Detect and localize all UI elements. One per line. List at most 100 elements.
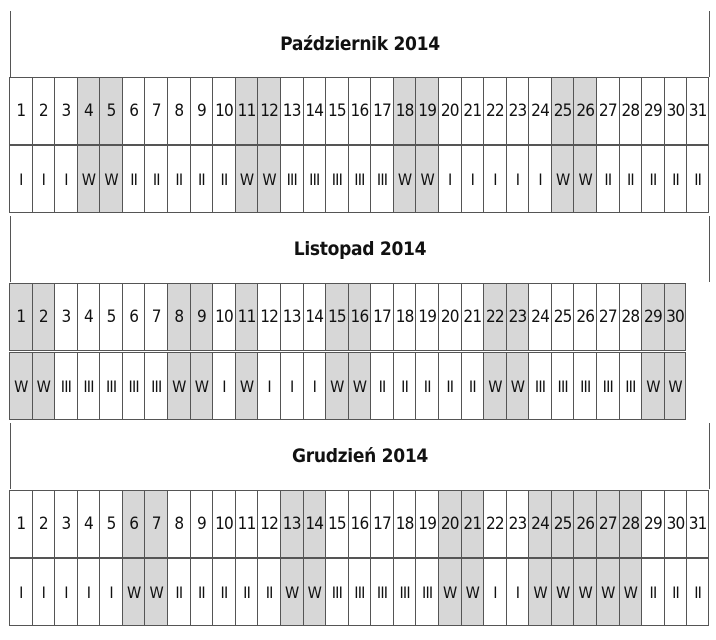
day-number-cell: 4 [76,284,100,350]
shift-code-cell: III [528,353,551,419]
shift-code-cell: III [392,559,416,625]
shift-code-cell: II [189,559,213,625]
day-number-cell: 1 [9,491,32,557]
day-number-cell: 19 [415,78,438,144]
day-number-cell: 2 [31,78,55,144]
shift-code-cell: II [189,146,213,212]
shift-code-cell: I [9,146,32,212]
day-number-cell: 20 [437,491,461,557]
shift-code-cell: II [212,146,235,212]
day-number-cell: 7 [144,491,168,557]
month-title: Listopad 2014 [10,216,710,282]
shift-code-cell: W [144,559,168,625]
shift-code-cell: II [415,353,438,419]
shift-code-cell: III [550,353,574,419]
month-title: Grudzień 2014 [10,423,710,489]
shift-code-cell: III [347,146,371,212]
shift-code-cell: II [686,146,709,212]
day-number-cell: 13 [279,78,303,144]
day-number-cell: 23 [505,284,529,350]
shift-code-cell: W [663,353,687,419]
day-number-cell: 1 [9,78,32,144]
shift-code-cell: W [460,559,484,625]
shift-code-cell: W [528,559,551,625]
shift-code-cell: III [370,146,393,212]
shift-code-cell: I [505,559,529,625]
day-number-cell: 22 [483,491,506,557]
day-number-cell: 14 [302,284,326,350]
shift-code-cell: W [257,146,280,212]
day-number-cell: 19 [415,491,438,557]
shift-code-cell: W [234,353,258,419]
shift-code-cell: I [483,146,506,212]
day-number-cell: 9 [189,78,213,144]
day-number-cell: 20 [437,78,461,144]
day-number-cell: 25 [550,78,574,144]
day-number-cell: 7 [144,78,167,144]
shift-code-cell: III [144,353,167,419]
shift-code-cell: I [99,559,122,625]
shift-code-cell: W [550,146,574,212]
shift-code-cell: II [663,146,687,212]
shift-code-cell: I [257,353,280,419]
shift-code-cell: I [279,353,303,419]
shift-code-cell: II [437,353,461,419]
shift-code-cell: II [641,559,664,625]
shift-code-cell: W [234,146,258,212]
day-number-cell: 11 [234,491,258,557]
shift-code-cell: II [596,146,619,212]
day-number-cell: 8 [167,284,190,350]
day-number-cell: 6 [121,491,145,557]
day-number-cell: 10 [212,491,235,557]
day-number-cell: 19 [415,284,438,350]
shifts-row: W W III III III III III W W I W I I I W W II II II II II W W II… [9,352,687,420]
shift-code-cell: III [618,353,642,419]
day-number-cell: 31 [686,78,709,144]
day-number-cell: 29 [641,78,664,144]
shift-code-cell: I [460,146,484,212]
shift-code-cell: III [76,353,100,419]
day-number-cell: 31 [686,491,709,557]
day-number-cell: 30 [663,284,687,350]
shift-code-cell: III [596,353,619,419]
shift-code-cell: III [302,146,326,212]
day-number-cell: 18 [392,491,416,557]
day-number-cell: 23 [505,78,529,144]
day-number-cell: 17 [370,284,393,350]
day-number-cell: 6 [121,78,145,144]
day-number-cell: 11 [234,284,258,350]
day-number-cell: 15 [325,491,348,557]
day-number-cell: 21 [460,78,484,144]
day-number-cell: 30 [663,78,687,144]
day-number-cell: 22 [483,284,506,350]
shift-code-cell: I [528,146,551,212]
day-number-cell: 27 [596,491,619,557]
shift-code-cell: III [121,353,145,419]
day-number-cell: 13 [279,284,303,350]
shift-code-cell: II [663,559,687,625]
day-number-cell: 12 [257,78,280,144]
shift-code-cell: I [9,559,32,625]
day-number-cell: 26 [573,78,597,144]
shift-code-cell: W [573,146,597,212]
day-number-cell: 25 [550,284,574,350]
day-number-cell: 24 [528,78,551,144]
shift-code-cell: W [437,559,461,625]
shift-code-cell: W [9,353,32,419]
day-number-cell: 6 [121,284,145,350]
shift-code-cell: I [483,559,506,625]
shift-code-cell: II [641,146,664,212]
shift-code-cell: II [257,559,280,625]
shift-code-cell: I [31,146,55,212]
day-number-cell: 18 [392,78,416,144]
shift-code-cell: II [370,353,393,419]
shift-code-cell: I [437,146,461,212]
shift-code-cell: W [415,146,438,212]
shift-code-cell: W [76,146,100,212]
shift-code-cell: W [392,146,416,212]
shift-code-cell: I [212,353,235,419]
shift-code-cell: W [573,559,597,625]
shift-code-cell: I [505,146,529,212]
day-number-cell: 3 [54,491,77,557]
